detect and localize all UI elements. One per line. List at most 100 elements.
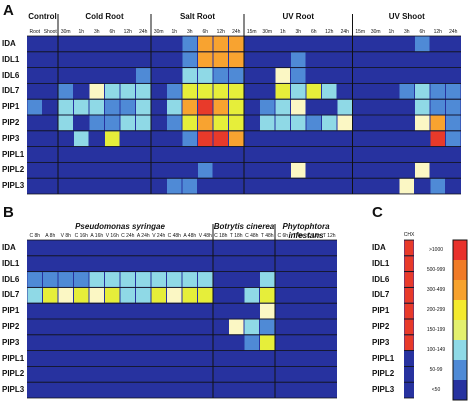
b-cell	[213, 382, 228, 398]
column-label: V 48h	[198, 233, 212, 239]
a-cell	[368, 147, 383, 162]
a-cell	[151, 178, 166, 194]
a-cell	[105, 83, 120, 99]
a-cell	[244, 147, 259, 162]
column-label: 1h	[78, 29, 85, 35]
b-cell	[89, 382, 104, 398]
column-label: V 16h	[105, 233, 119, 239]
column-label: 30m	[262, 29, 273, 35]
b-cell	[275, 303, 290, 319]
a-cell	[182, 52, 197, 68]
b-cell	[291, 256, 306, 272]
a-cell	[58, 162, 73, 178]
c-row-label-pipl2: PIPL2	[372, 369, 395, 379]
b-cell	[89, 240, 104, 256]
a-cell	[430, 178, 445, 194]
a-cell	[136, 115, 151, 131]
a-cell	[43, 52, 58, 68]
a-cell	[136, 83, 151, 99]
group-label: UV Root	[282, 12, 315, 21]
a-cell	[105, 36, 120, 52]
b-cell	[260, 303, 275, 319]
a-cell	[167, 162, 182, 178]
b-cell	[43, 351, 58, 366]
b-cell	[167, 240, 182, 256]
a-cell	[353, 115, 368, 131]
b-cell	[229, 240, 244, 256]
a-cell	[415, 83, 430, 99]
a-cell	[353, 36, 368, 52]
a-cell	[415, 36, 430, 52]
b-cell	[120, 382, 135, 398]
b-cell	[27, 382, 42, 398]
a-cell	[337, 52, 352, 68]
legend-swatch	[453, 380, 467, 400]
a-cell	[415, 52, 430, 68]
row-label-idl7: IDL7	[2, 290, 20, 300]
b-cell	[58, 240, 73, 256]
chx-title: CHX	[403, 232, 415, 238]
b-cell	[151, 319, 166, 335]
a-cell	[74, 131, 89, 147]
a-cell	[446, 83, 461, 99]
b-cell	[74, 287, 89, 303]
a-cell	[353, 52, 368, 68]
a-cell	[244, 131, 259, 147]
column-label: T 6h	[293, 233, 304, 239]
b-cell	[136, 366, 151, 382]
b-cell	[322, 335, 337, 351]
chx-cell	[404, 303, 414, 319]
b-cell	[58, 351, 73, 366]
a-cell	[244, 83, 259, 99]
a-cell	[291, 147, 306, 162]
a-cell	[384, 147, 399, 162]
b-cell	[105, 240, 120, 256]
a-cell	[120, 36, 135, 52]
a-cell	[198, 131, 213, 147]
a-cell	[260, 83, 275, 99]
c-row-label-idl7: IDL7	[372, 290, 390, 300]
b-cell	[213, 303, 228, 319]
a-cell	[58, 68, 73, 83]
column-label: 30m	[153, 29, 164, 35]
row-label-pip2: PIP2	[2, 117, 20, 127]
legend-label: 50-99	[429, 367, 443, 373]
a-cell	[384, 68, 399, 83]
a-cell	[182, 178, 197, 194]
a-cell	[151, 115, 166, 131]
column-label: A 24h	[136, 233, 150, 239]
a-cell	[322, 99, 337, 115]
column-label: C 48h	[167, 233, 181, 239]
a-cell	[353, 83, 368, 99]
b-cell	[291, 335, 306, 351]
a-cell	[198, 52, 213, 68]
b-cell	[105, 319, 120, 335]
a-cell	[399, 115, 414, 131]
a-cell	[322, 68, 337, 83]
a-cell	[74, 36, 89, 52]
c-row-label-ida: IDA	[372, 242, 386, 252]
a-cell	[399, 36, 414, 52]
b-cell	[275, 272, 290, 287]
a-cell	[120, 68, 135, 83]
b-cell	[89, 335, 104, 351]
b-cell	[244, 351, 259, 366]
a-cell	[368, 131, 383, 147]
b-cell	[260, 335, 275, 351]
a-cell	[322, 83, 337, 99]
a-cell	[151, 68, 166, 83]
a-cell	[229, 162, 244, 178]
b-cell	[120, 256, 135, 272]
c-row-label-pipl1: PIPL1	[372, 353, 395, 363]
b-cell	[198, 382, 213, 398]
b-cell	[275, 351, 290, 366]
b-cell	[105, 272, 120, 287]
group-label: Control	[28, 12, 57, 21]
a-cell	[89, 83, 104, 99]
b-cell	[105, 382, 120, 398]
legend-swatch	[453, 320, 467, 340]
a-cell	[291, 83, 306, 99]
column-label: 1h	[279, 29, 286, 35]
b-cell	[275, 382, 290, 398]
chx-cell	[404, 366, 414, 382]
